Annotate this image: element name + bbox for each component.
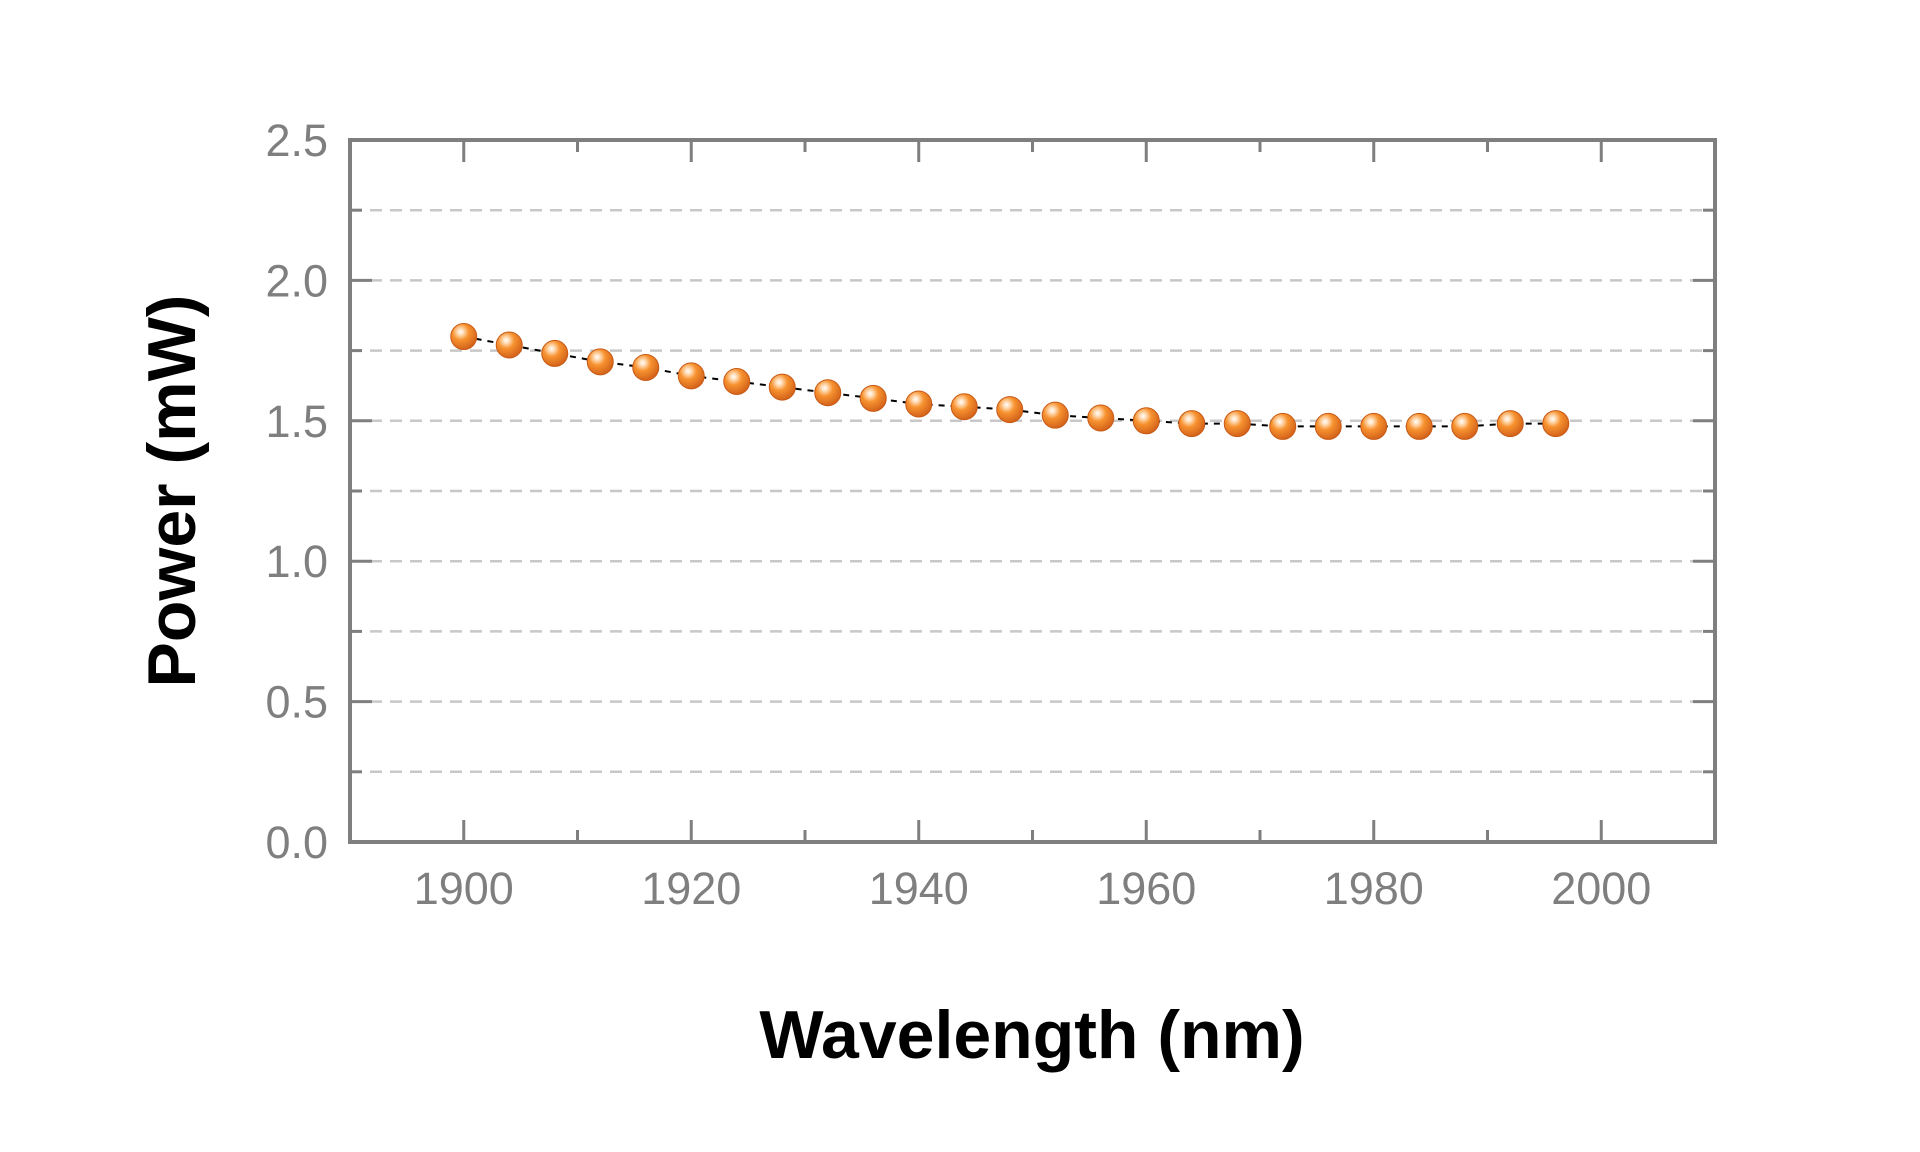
data-point [632, 353, 660, 381]
data-point [1314, 412, 1342, 440]
x-tick-label: 1960 [1096, 863, 1196, 914]
data-point [495, 331, 523, 359]
y-tick-labels: 0.0 0.5 1.0 1.5 2.0 2.5 [265, 115, 328, 868]
data-point [723, 367, 751, 395]
data-point [1451, 412, 1479, 440]
data-point [1496, 410, 1524, 438]
data-point [1223, 410, 1251, 438]
data-point [814, 379, 842, 407]
y-tick-label: 2.5 [265, 115, 328, 166]
data-point [996, 396, 1024, 424]
y-axis-title: Power (mW) [134, 295, 210, 688]
data-point [541, 339, 569, 367]
y-tick-label: 0.5 [265, 677, 328, 728]
x-tick-label: 1980 [1324, 863, 1424, 914]
data-series [450, 323, 1570, 440]
data-point [1087, 404, 1115, 432]
data-point [905, 390, 933, 418]
data-point [1360, 412, 1388, 440]
data-point [950, 393, 978, 421]
data-point [1132, 407, 1160, 435]
data-point [1041, 401, 1069, 429]
axis-ticks [350, 138, 1715, 844]
data-point [586, 348, 614, 376]
data-point [1405, 412, 1433, 440]
data-point [1269, 412, 1297, 440]
grid-lines [350, 208, 1715, 774]
y-tick-label: 1.5 [265, 396, 328, 447]
y-tick-label: 0.0 [265, 817, 328, 868]
x-axis-title: Wavelength (nm) [759, 997, 1304, 1073]
data-point [1542, 410, 1570, 438]
x-tick-label: 1940 [869, 863, 969, 914]
data-point [677, 362, 705, 390]
data-point [1178, 410, 1206, 438]
y-tick-label: 2.0 [265, 255, 328, 306]
y-tick-label: 1.0 [265, 536, 328, 587]
x-tick-label: 1900 [414, 863, 514, 914]
x-tick-labels: 1900 1920 1940 1960 1980 2000 [414, 863, 1652, 914]
data-point [859, 384, 887, 412]
data-point [768, 373, 796, 401]
x-tick-label: 1920 [641, 863, 741, 914]
x-tick-label: 2000 [1551, 863, 1651, 914]
data-point [450, 323, 478, 351]
